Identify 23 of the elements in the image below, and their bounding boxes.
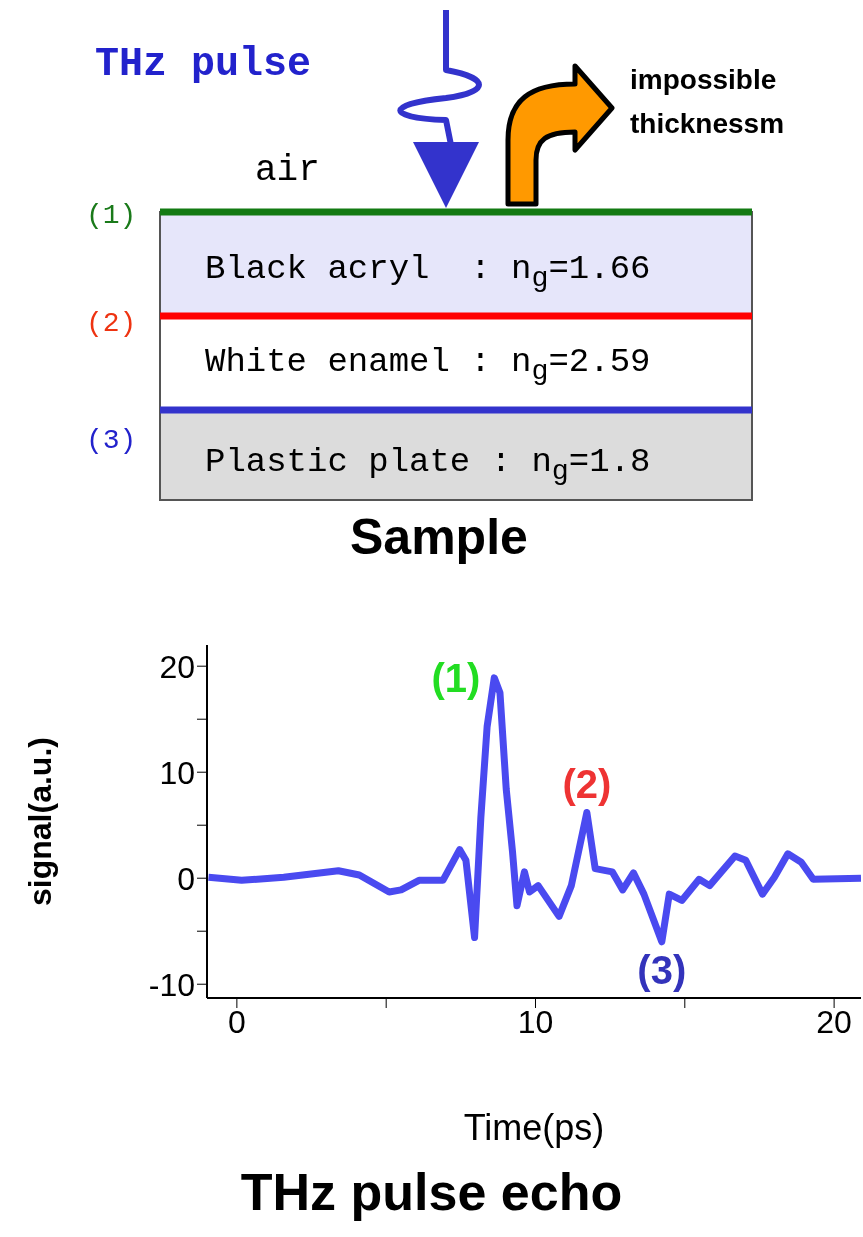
- x-tick-label: 10: [517, 1003, 554, 1040]
- text: Sample: [350, 508, 528, 566]
- text: White enamel : n$_{g}$=2.59: [205, 343, 651, 388]
- y-tick-label: -10: [148, 966, 195, 1003]
- annotation: (1): [431, 656, 481, 701]
- y-tick-label: 0: [177, 860, 195, 897]
- text: impossible thicknessm: [630, 63, 786, 141]
- x-axis-title: Time(ps): [463, 1107, 605, 1148]
- text: Plastic plate : n$_{g}$=1.8: [205, 443, 651, 488]
- y-axis-title: signal(a.u.): [22, 737, 59, 906]
- text: (1): [86, 200, 137, 231]
- text: air: [255, 150, 320, 191]
- x-tick-label: 20: [816, 1003, 852, 1040]
- text: Black acryl : n$_{g}$=1.66: [205, 250, 651, 295]
- text: THz pulse echo: [239, 1162, 624, 1222]
- annotation: (2): [562, 762, 612, 807]
- x-tick-label: 0: [227, 1003, 246, 1040]
- y-tick-label: 10: [159, 754, 195, 791]
- y-tick-label: 20: [159, 648, 195, 685]
- text: (3): [86, 425, 137, 456]
- annotation: (3): [637, 948, 687, 993]
- text: (2): [86, 308, 137, 339]
- text: THz pulse: [95, 42, 312, 87]
